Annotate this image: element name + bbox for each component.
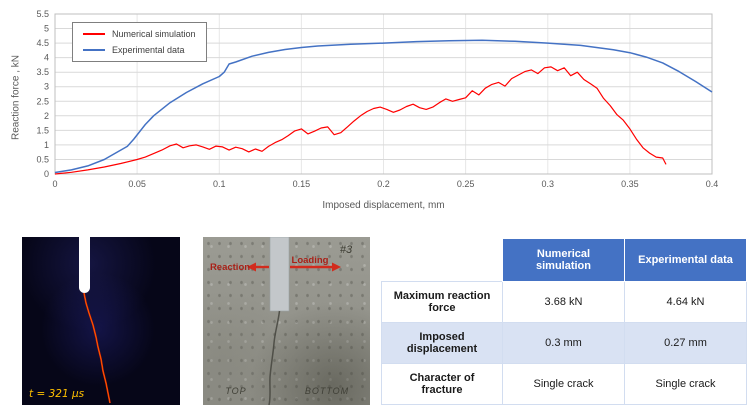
- cell-fracture-experimental: Single crack: [624, 363, 747, 405]
- crack-highlight: [83, 292, 111, 404]
- row-label-max-force: Maximum reaction force: [381, 281, 503, 323]
- svg-text:4: 4: [44, 53, 49, 63]
- svg-text:0.15: 0.15: [293, 179, 311, 189]
- numerical-line-icon: [83, 33, 105, 35]
- photo-crack-line: [268, 310, 281, 405]
- svg-text:2.5: 2.5: [36, 96, 49, 106]
- svg-text:0: 0: [52, 179, 57, 189]
- x-axis-label: Imposed displacement, mm: [322, 200, 445, 211]
- table-header-experimental: Experimental data: [624, 238, 747, 282]
- reaction-label: Reaction: [210, 262, 250, 273]
- results-table: Numerical simulation Experimental data M…: [381, 238, 747, 405]
- svg-text:2: 2: [44, 111, 49, 121]
- row-label-displacement: Imposed displacement: [381, 322, 503, 364]
- specimen-photo-panel: Reaction Loading #3 TOP BOTTOM: [203, 237, 370, 405]
- svg-text:0: 0: [44, 169, 49, 179]
- svg-text:0.2: 0.2: [377, 179, 390, 189]
- table-row: Imposed displacement 0.3 mm 0.27 mm: [381, 322, 747, 364]
- legend-item-experimental: Experimental data: [83, 45, 196, 55]
- legend-label-experimental: Experimental data: [112, 45, 185, 55]
- bottom-label: BOTTOM: [305, 386, 349, 396]
- simulation-image-panel: t = 321 μs: [22, 237, 180, 405]
- photo-annotations-svg: Reaction Loading #3 TOP BOTTOM: [210, 237, 353, 405]
- svg-text:4.5: 4.5: [36, 38, 49, 48]
- svg-text:0.05: 0.05: [128, 179, 146, 189]
- top-label: TOP: [225, 386, 246, 396]
- cell-fracture-numerical: Single crack: [502, 363, 625, 405]
- svg-text:5: 5: [44, 24, 49, 34]
- specimen-id-label: #3: [340, 244, 353, 256]
- loading-label: Loading: [292, 255, 329, 266]
- reaction-arrow-icon: [247, 262, 269, 272]
- chart-plot: 0 0.5 1 1.5 2 2.5 3 3.5 4 4.5 5 5.5 0 0.05 0.1 0.15 0.2 0…: [36, 9, 719, 189]
- svg-text:0.1: 0.1: [213, 179, 226, 189]
- svg-text:3: 3: [44, 82, 49, 92]
- table-header-row: Numerical simulation Experimental data: [381, 238, 747, 282]
- table-corner-cell: [381, 238, 503, 282]
- cell-displacement-experimental: 0.27 mm: [624, 322, 747, 364]
- notch-shape: [79, 237, 90, 293]
- svg-text:1: 1: [44, 140, 49, 150]
- legend-label-numerical: Numerical simulation: [112, 29, 196, 39]
- svg-text:5.5: 5.5: [36, 9, 49, 19]
- chart-legend: Numerical simulation Experimental data: [72, 22, 207, 62]
- svg-text:0.25: 0.25: [457, 179, 475, 189]
- table-header-numerical: Numerical simulation: [502, 238, 625, 282]
- svg-text:0.4: 0.4: [706, 179, 719, 189]
- svg-text:1.5: 1.5: [36, 125, 49, 135]
- chart-panel: Reaction force , kN 0 0.5 1 1.5 2 2.5 3 3.5 4 4.5…: [11, 9, 719, 211]
- legend-item-numerical: Numerical simulation: [83, 29, 196, 39]
- experimental-line-icon: [83, 49, 105, 51]
- loading-arrow-icon: [290, 262, 341, 272]
- simulation-svg: [79, 237, 111, 404]
- cell-displacement-numerical: 0.3 mm: [502, 322, 625, 364]
- svg-text:0.3: 0.3: [542, 179, 555, 189]
- svg-text:0.5: 0.5: [36, 155, 49, 165]
- loading-strip: [269, 237, 290, 312]
- cell-max-force-experimental: 4.64 kN: [624, 281, 747, 323]
- svg-text:0.35: 0.35: [621, 179, 639, 189]
- table-row: Character of fracture Single crack Singl…: [381, 363, 747, 405]
- cell-max-force-numerical: 3.68 kN: [502, 281, 625, 323]
- timestamp-label: t = 321 μs: [29, 388, 85, 400]
- svg-text:3.5: 3.5: [36, 67, 49, 77]
- table-row: Maximum reaction force 3.68 kN 4.64 kN: [381, 281, 747, 323]
- row-label-fracture: Character of fracture: [381, 363, 503, 405]
